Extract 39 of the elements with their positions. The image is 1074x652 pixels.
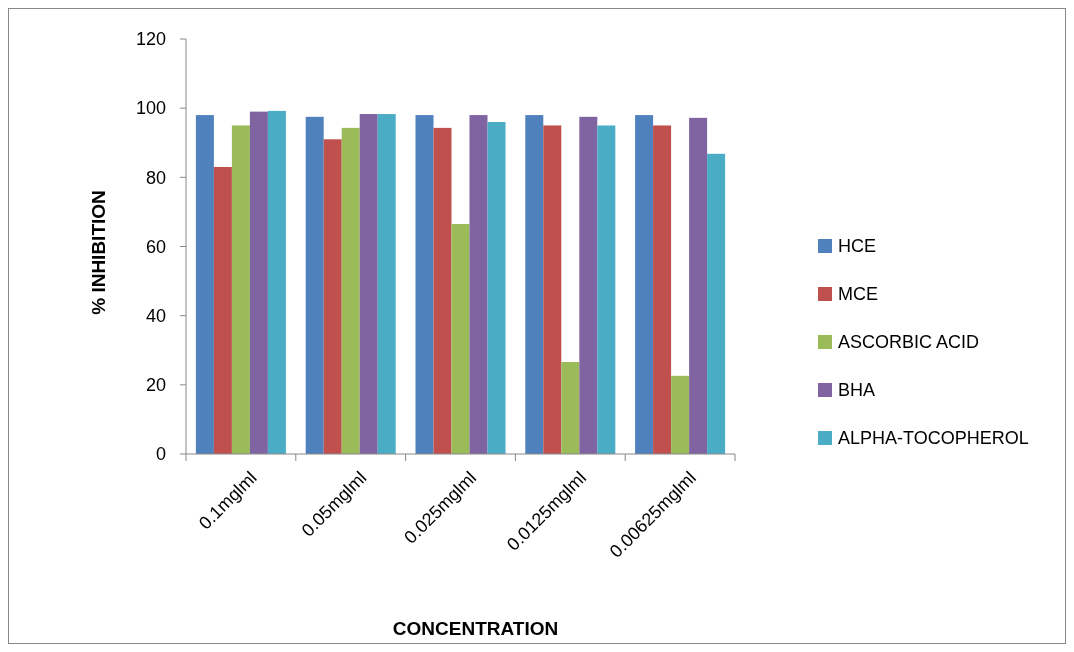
bar [341, 127, 360, 454]
bar [597, 125, 616, 454]
bar [543, 125, 562, 454]
bar [635, 115, 654, 454]
bar [305, 116, 324, 454]
bar [653, 125, 672, 454]
bar [487, 122, 506, 454]
bar [195, 115, 214, 454]
bar [469, 115, 488, 454]
bar [707, 153, 726, 454]
bar [359, 114, 378, 454]
y-tick-label: 40 [145, 305, 166, 326]
bar [415, 115, 434, 454]
legend-label: ALPHA-TOCOPHEROL [838, 428, 1029, 449]
y-tick-label: 20 [145, 375, 166, 396]
legend-label: HCE [838, 236, 877, 257]
bar [267, 110, 286, 454]
bar [433, 127, 452, 454]
y-tick-label: 120 [135, 29, 166, 50]
bar [213, 166, 232, 454]
y-tick-label: 0 [155, 444, 166, 465]
bar [689, 117, 708, 454]
bar [249, 111, 268, 454]
bar [579, 116, 598, 454]
legend-label: BHA [838, 380, 876, 401]
y-tick-label: 80 [145, 167, 166, 188]
legend-label: MCE [838, 284, 878, 305]
bar [323, 139, 342, 454]
legend-label: ASCORBIC ACID [838, 332, 980, 353]
bar [525, 115, 544, 454]
bar [231, 125, 250, 454]
bar [671, 375, 690, 454]
x-axis-title: CONCENTRATION [392, 618, 559, 639]
y-axis-title: % INHIBITION [88, 190, 109, 315]
y-tick-label: 60 [145, 236, 166, 257]
bar [451, 224, 470, 454]
y-tick-label: 100 [135, 98, 166, 119]
bar [561, 362, 580, 454]
bar [377, 114, 396, 454]
